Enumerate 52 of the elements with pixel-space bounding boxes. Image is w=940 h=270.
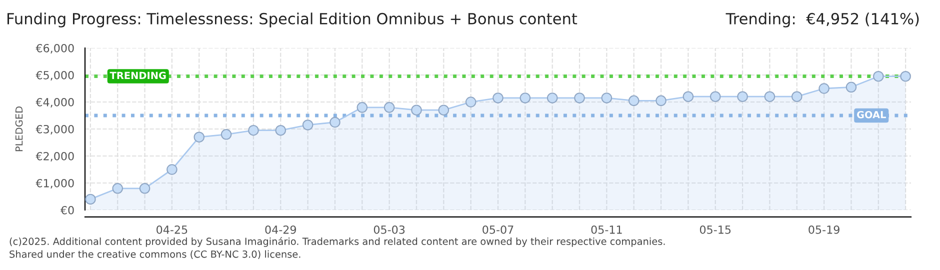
y-tick-label: €2,000	[36, 152, 74, 162]
y-tick-label: €6,000	[36, 44, 74, 54]
x-tick-label: 04-25	[156, 225, 188, 234]
ref-line-label: GOAL	[856, 110, 886, 118]
ref-line-label: TRENDING	[110, 72, 166, 80]
point	[302, 120, 314, 130]
y-tick-label: €0	[60, 206, 74, 214]
x-tick-label: 05-15	[700, 225, 731, 234]
point	[492, 92, 504, 104]
x-tick-label: 04-29	[265, 225, 296, 234]
point	[710, 91, 721, 102]
y-tick-label: €1,000	[36, 178, 74, 189]
point	[166, 164, 178, 175]
point	[656, 95, 666, 106]
point	[873, 70, 884, 82]
chart-title: Funding Progress: Timelessness: Special Edition Omnibus + Bonus content	[8, 12, 578, 28]
point	[601, 92, 612, 104]
text: (c)2025. Additional content provided by Susana Imaginário. Trademarks and related content are owned by their respective companies.	[10, 237, 665, 247]
point	[194, 132, 204, 142]
point	[275, 124, 286, 136]
point	[356, 102, 368, 113]
point	[574, 92, 585, 104]
point	[248, 124, 259, 136]
point	[139, 183, 150, 194]
y-tick-label: €4,000	[36, 98, 74, 108]
point	[520, 92, 531, 104]
point	[411, 104, 422, 116]
point	[846, 82, 857, 93]
point	[330, 116, 340, 128]
x-tick-label: 05-03	[374, 225, 405, 234]
chart-subtitle: Trending: €4,952 (141%)	[726, 12, 919, 28]
point	[465, 96, 476, 108]
point	[546, 92, 558, 104]
point	[112, 183, 123, 194]
x-tick-label: 05-11	[591, 225, 622, 234]
text: Shared under the creative commons (CC BY-NC 3.0) license.	[10, 250, 300, 259]
point	[628, 95, 640, 106]
point	[85, 194, 96, 205]
y-axis-title: PLEDGED	[15, 106, 23, 152]
point	[764, 91, 776, 102]
point	[792, 91, 802, 102]
point	[818, 83, 830, 94]
point	[900, 70, 911, 82]
y-tick-label: €3,000	[36, 124, 74, 135]
x-tick-label: 05-19	[808, 225, 840, 234]
point	[220, 129, 232, 140]
point	[682, 91, 694, 102]
point	[438, 104, 450, 116]
point	[737, 91, 748, 102]
x-tick-label: 05-07	[482, 225, 514, 234]
y-tick-label: €5,000	[36, 70, 74, 81]
point	[384, 102, 395, 113]
